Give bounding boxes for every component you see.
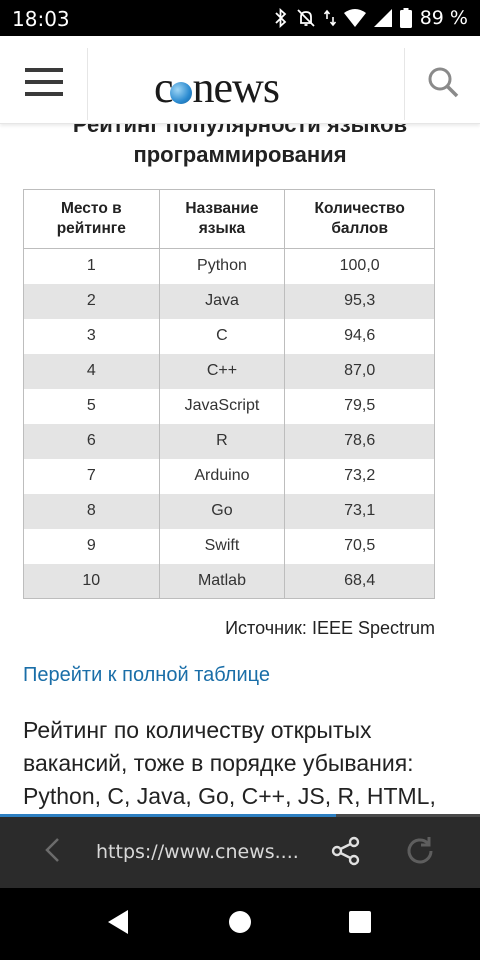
triangle-back-icon [106,908,130,941]
wifi-icon [343,9,366,27]
status-bar: 18:03 89 % [0,0,480,36]
rating-table: Место в рейтинге Название языка Количест… [23,189,435,599]
cell-language: Swift [158,528,286,564]
page-load-progress [0,814,480,817]
cell-place: 8 [23,493,160,529]
cell-language: Go [158,493,286,529]
system-recents-button[interactable] [342,906,378,942]
site-header: c news [0,36,480,124]
system-back-button[interactable] [100,908,136,940]
article-title: Рейтинг популярности языков программиров… [24,124,456,170]
chevron-left-icon [44,837,60,868]
title-line-2: программирования [133,142,347,167]
table-row: 3 C 94,6 [23,318,435,354]
battery-icon [399,8,412,28]
logo-globe-icon [169,82,192,104]
cell-language: C [158,318,286,354]
table-row: 1 Python 100,0 [23,248,435,284]
cell-language: R [158,423,286,459]
header-language: Название языка [158,189,286,249]
cell-score: 78,6 [284,423,435,459]
cell-language: C++ [158,353,286,389]
table-row: 7 Arduino 73,2 [23,458,435,494]
cell-score: 79,5 [284,388,435,424]
menu-button[interactable] [0,48,88,120]
cell-place: 6 [23,423,160,459]
data-arrows-icon [323,8,336,28]
table-row: 4 C++ 87,0 [23,353,435,389]
cell-score: 73,1 [284,493,435,529]
square-recents-icon [348,910,372,939]
mute-icon [296,8,316,28]
reload-icon [403,834,437,873]
share-button[interactable] [326,833,366,873]
cell-score: 94,6 [284,318,435,354]
battery-percent: 89 % [419,7,468,29]
search-icon [427,66,459,103]
cell-score: 68,4 [284,563,435,599]
reload-button[interactable] [400,833,440,873]
cell-language: JavaScript [158,388,286,424]
cell-place: 5 [23,388,160,424]
title-line-1: Рейтинг популярности языков [72,124,408,137]
cell-place: 4 [23,353,160,389]
cell-score: 100,0 [284,248,435,284]
cell-language: Arduino [158,458,286,494]
cell-place: 7 [23,458,160,494]
table-header-row: Место в рейтинге Название языка Количест… [23,189,435,249]
share-icon [331,836,361,871]
cell-language: Python [158,248,286,284]
table-body: 1 Python 100,0 2 Java 95,3 3 C 94,6 4 C++ 87,0 5 Java… [23,248,435,599]
table-row: 2 Java 95,3 [23,283,435,319]
cell-score: 70,5 [284,528,435,564]
table-row: 6 R 78,6 [23,423,435,459]
system-nav-bar [0,888,480,960]
hamburger-menu-icon [24,67,63,102]
browser-toolbar: https://www.cnews.... [0,817,480,888]
cell-place: 10 [23,563,160,599]
cell-language: Matlab [158,563,286,599]
status-time: 18:03 [12,7,70,31]
url-bar[interactable]: https://www.cnews.... [96,841,299,863]
cnews-logo[interactable]: c news [154,62,280,112]
signal-icon [373,9,392,27]
cell-score: 87,0 [284,353,435,389]
cell-language: Java [158,283,286,319]
logo-text: news [192,62,280,112]
cell-place: 3 [23,318,160,354]
bluetooth-icon [274,8,288,28]
article-content: Рейтинг популярности языков программиров… [0,124,480,814]
table-row: 5 JavaScript 79,5 [23,388,435,424]
browser-back-button[interactable] [36,835,68,869]
status-icons: 89 % [274,6,468,30]
cell-place: 2 [23,283,160,319]
table-row: 10 Matlab 68,4 [23,563,435,599]
logo-letter-c: c [154,62,174,112]
full-table-link[interactable]: Перейти к полной таблице [23,664,271,686]
cell-place: 9 [23,528,160,564]
table-row: 8 Go 73,1 [23,493,435,529]
cell-score: 73,2 [284,458,435,494]
table-row: 9 Swift 70,5 [23,528,435,564]
system-home-button[interactable] [222,906,258,942]
circle-home-icon [228,910,252,939]
cell-score: 95,3 [284,283,435,319]
page-load-progress-fill [0,814,336,817]
header-score: Количество баллов [284,189,435,249]
search-button[interactable] [404,48,480,120]
article-paragraph: Рейтинг по количеству открытых вакансий,… [23,717,436,809]
header-place: Место в рейтинге [23,189,160,249]
table-source: Источник: IEEE Spectrum [225,618,435,638]
cell-place: 1 [23,248,160,284]
